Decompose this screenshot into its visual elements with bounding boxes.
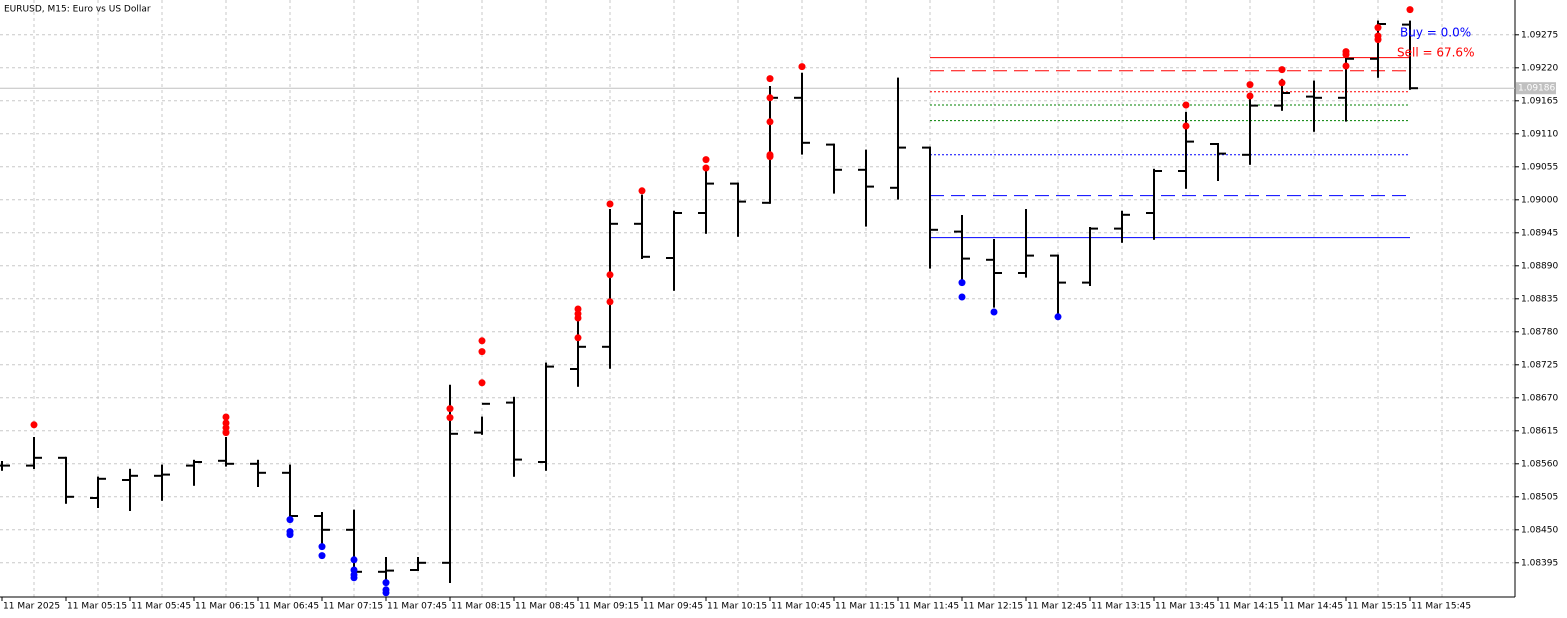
signal-dot	[350, 574, 358, 582]
x-tick-label: 11 Mar 11:45	[899, 602, 959, 612]
signal-dot	[702, 156, 710, 164]
current-price-label: 1.09186	[1518, 84, 1555, 94]
x-tick-label: 11 Mar 06:15	[195, 602, 255, 612]
annotation: Sell = 67.6%	[1397, 46, 1474, 60]
y-tick-label: 1.08835	[1521, 294, 1558, 304]
x-tick-label: 11 Mar 14:45	[1283, 602, 1343, 612]
x-tick-label: 11 Mar 07:45	[387, 602, 447, 612]
y-tick-label: 1.08615	[1521, 426, 1558, 436]
signal-dot	[222, 413, 230, 421]
current-price-box	[1516, 82, 1556, 95]
signal-dot	[382, 579, 390, 587]
signal-dot	[766, 153, 774, 161]
signal-dot	[702, 164, 710, 172]
signal-dot	[766, 75, 774, 83]
y-tick-label: 1.08450	[1521, 525, 1558, 535]
y-tick-label: 1.08890	[1521, 261, 1558, 271]
signal-dot	[1278, 66, 1286, 74]
signal-dot	[574, 305, 582, 313]
y-tick-label: 1.09275	[1521, 30, 1558, 40]
signal-dot	[478, 337, 486, 345]
signal-dot	[318, 543, 326, 551]
signal-dot	[1246, 92, 1254, 100]
y-tick-label: 1.08725	[1521, 360, 1558, 370]
signal-dot	[606, 271, 614, 279]
signal-dot	[574, 334, 582, 342]
signal-dot	[478, 379, 486, 387]
signal-dot	[766, 118, 774, 126]
signal-dot	[222, 429, 230, 437]
signal-dot	[606, 200, 614, 208]
signal-dot	[350, 566, 358, 574]
x-tick-label: 11 Mar 05:45	[131, 602, 191, 612]
x-tick-label: 11 Mar 2025	[3, 602, 60, 612]
x-tick-label: 11 Mar 12:15	[963, 602, 1023, 612]
x-tick-label: 11 Mar 11:15	[835, 602, 895, 612]
signal-dot	[446, 405, 454, 413]
annotation: Buy = 0.0%	[1400, 26, 1471, 40]
x-tick-label: 11 Mar 05:15	[67, 602, 127, 612]
signal-dot	[1182, 101, 1190, 109]
signal-dot	[1342, 51, 1350, 59]
signal-dot	[1374, 24, 1382, 32]
signal-dot	[222, 419, 230, 427]
x-tick-label: 11 Mar 13:45	[1155, 602, 1215, 612]
signal-dot	[638, 187, 646, 195]
x-tick-label: 11 Mar 10:15	[707, 602, 767, 612]
signal-dot	[1342, 62, 1350, 70]
signal-dot	[1182, 122, 1190, 130]
signal-dot	[30, 421, 38, 429]
x-tick-label: 11 Mar 08:45	[515, 602, 575, 612]
signal-dot	[798, 63, 806, 71]
signal-dot	[446, 414, 454, 422]
y-tick-label: 1.08560	[1521, 459, 1558, 469]
y-tick-label: 1.08780	[1521, 327, 1558, 337]
signal-dot	[606, 298, 614, 306]
x-tick-label: 11 Mar 06:45	[259, 602, 319, 612]
signal-dot	[382, 589, 390, 597]
x-tick-label: 11 Mar 14:15	[1219, 602, 1279, 612]
x-tick-label: 11 Mar 15:15	[1347, 602, 1407, 612]
x-tick-label: 11 Mar 12:45	[1027, 602, 1087, 612]
signal-dot	[1054, 313, 1062, 321]
signal-dot	[1278, 79, 1286, 87]
signal-dot	[574, 314, 582, 322]
signal-dot	[286, 516, 294, 524]
y-tick-label: 1.09220	[1521, 63, 1558, 73]
y-tick-label: 1.08945	[1521, 228, 1558, 238]
signal-dot	[350, 556, 358, 564]
signal-dot	[958, 293, 966, 301]
x-tick-label: 11 Mar 07:15	[323, 602, 383, 612]
chart-title: EURUSD, M15: Euro vs US Dollar	[4, 5, 151, 15]
x-tick-label: 11 Mar 10:45	[771, 602, 831, 612]
signal-dot	[1246, 81, 1254, 89]
signal-dot	[958, 279, 966, 287]
signal-dot	[318, 552, 326, 560]
y-tick-label: 1.09000	[1521, 195, 1558, 205]
y-tick-label: 1.09055	[1521, 162, 1558, 172]
y-tick-label: 1.09165	[1521, 96, 1558, 106]
signal-dot	[478, 348, 486, 356]
x-tick-label: 11 Mar 09:45	[643, 602, 703, 612]
x-tick-label: 11 Mar 08:15	[451, 602, 511, 612]
x-tick-label: 11 Mar 15:45	[1411, 602, 1471, 612]
signal-dot	[1406, 6, 1414, 14]
signal-dot	[222, 424, 230, 432]
signal-dot	[286, 531, 294, 539]
y-tick-label: 1.08670	[1521, 393, 1558, 403]
signal-dot	[766, 94, 774, 102]
x-tick-label: 11 Mar 09:15	[579, 602, 639, 612]
signal-dot	[990, 308, 998, 316]
signal-dot	[1374, 36, 1382, 44]
y-tick-label: 1.09110	[1521, 129, 1558, 139]
y-tick-label: 1.08395	[1521, 558, 1558, 568]
x-tick-label: 11 Mar 13:15	[1091, 602, 1151, 612]
y-tick-label: 1.08505	[1521, 492, 1558, 502]
